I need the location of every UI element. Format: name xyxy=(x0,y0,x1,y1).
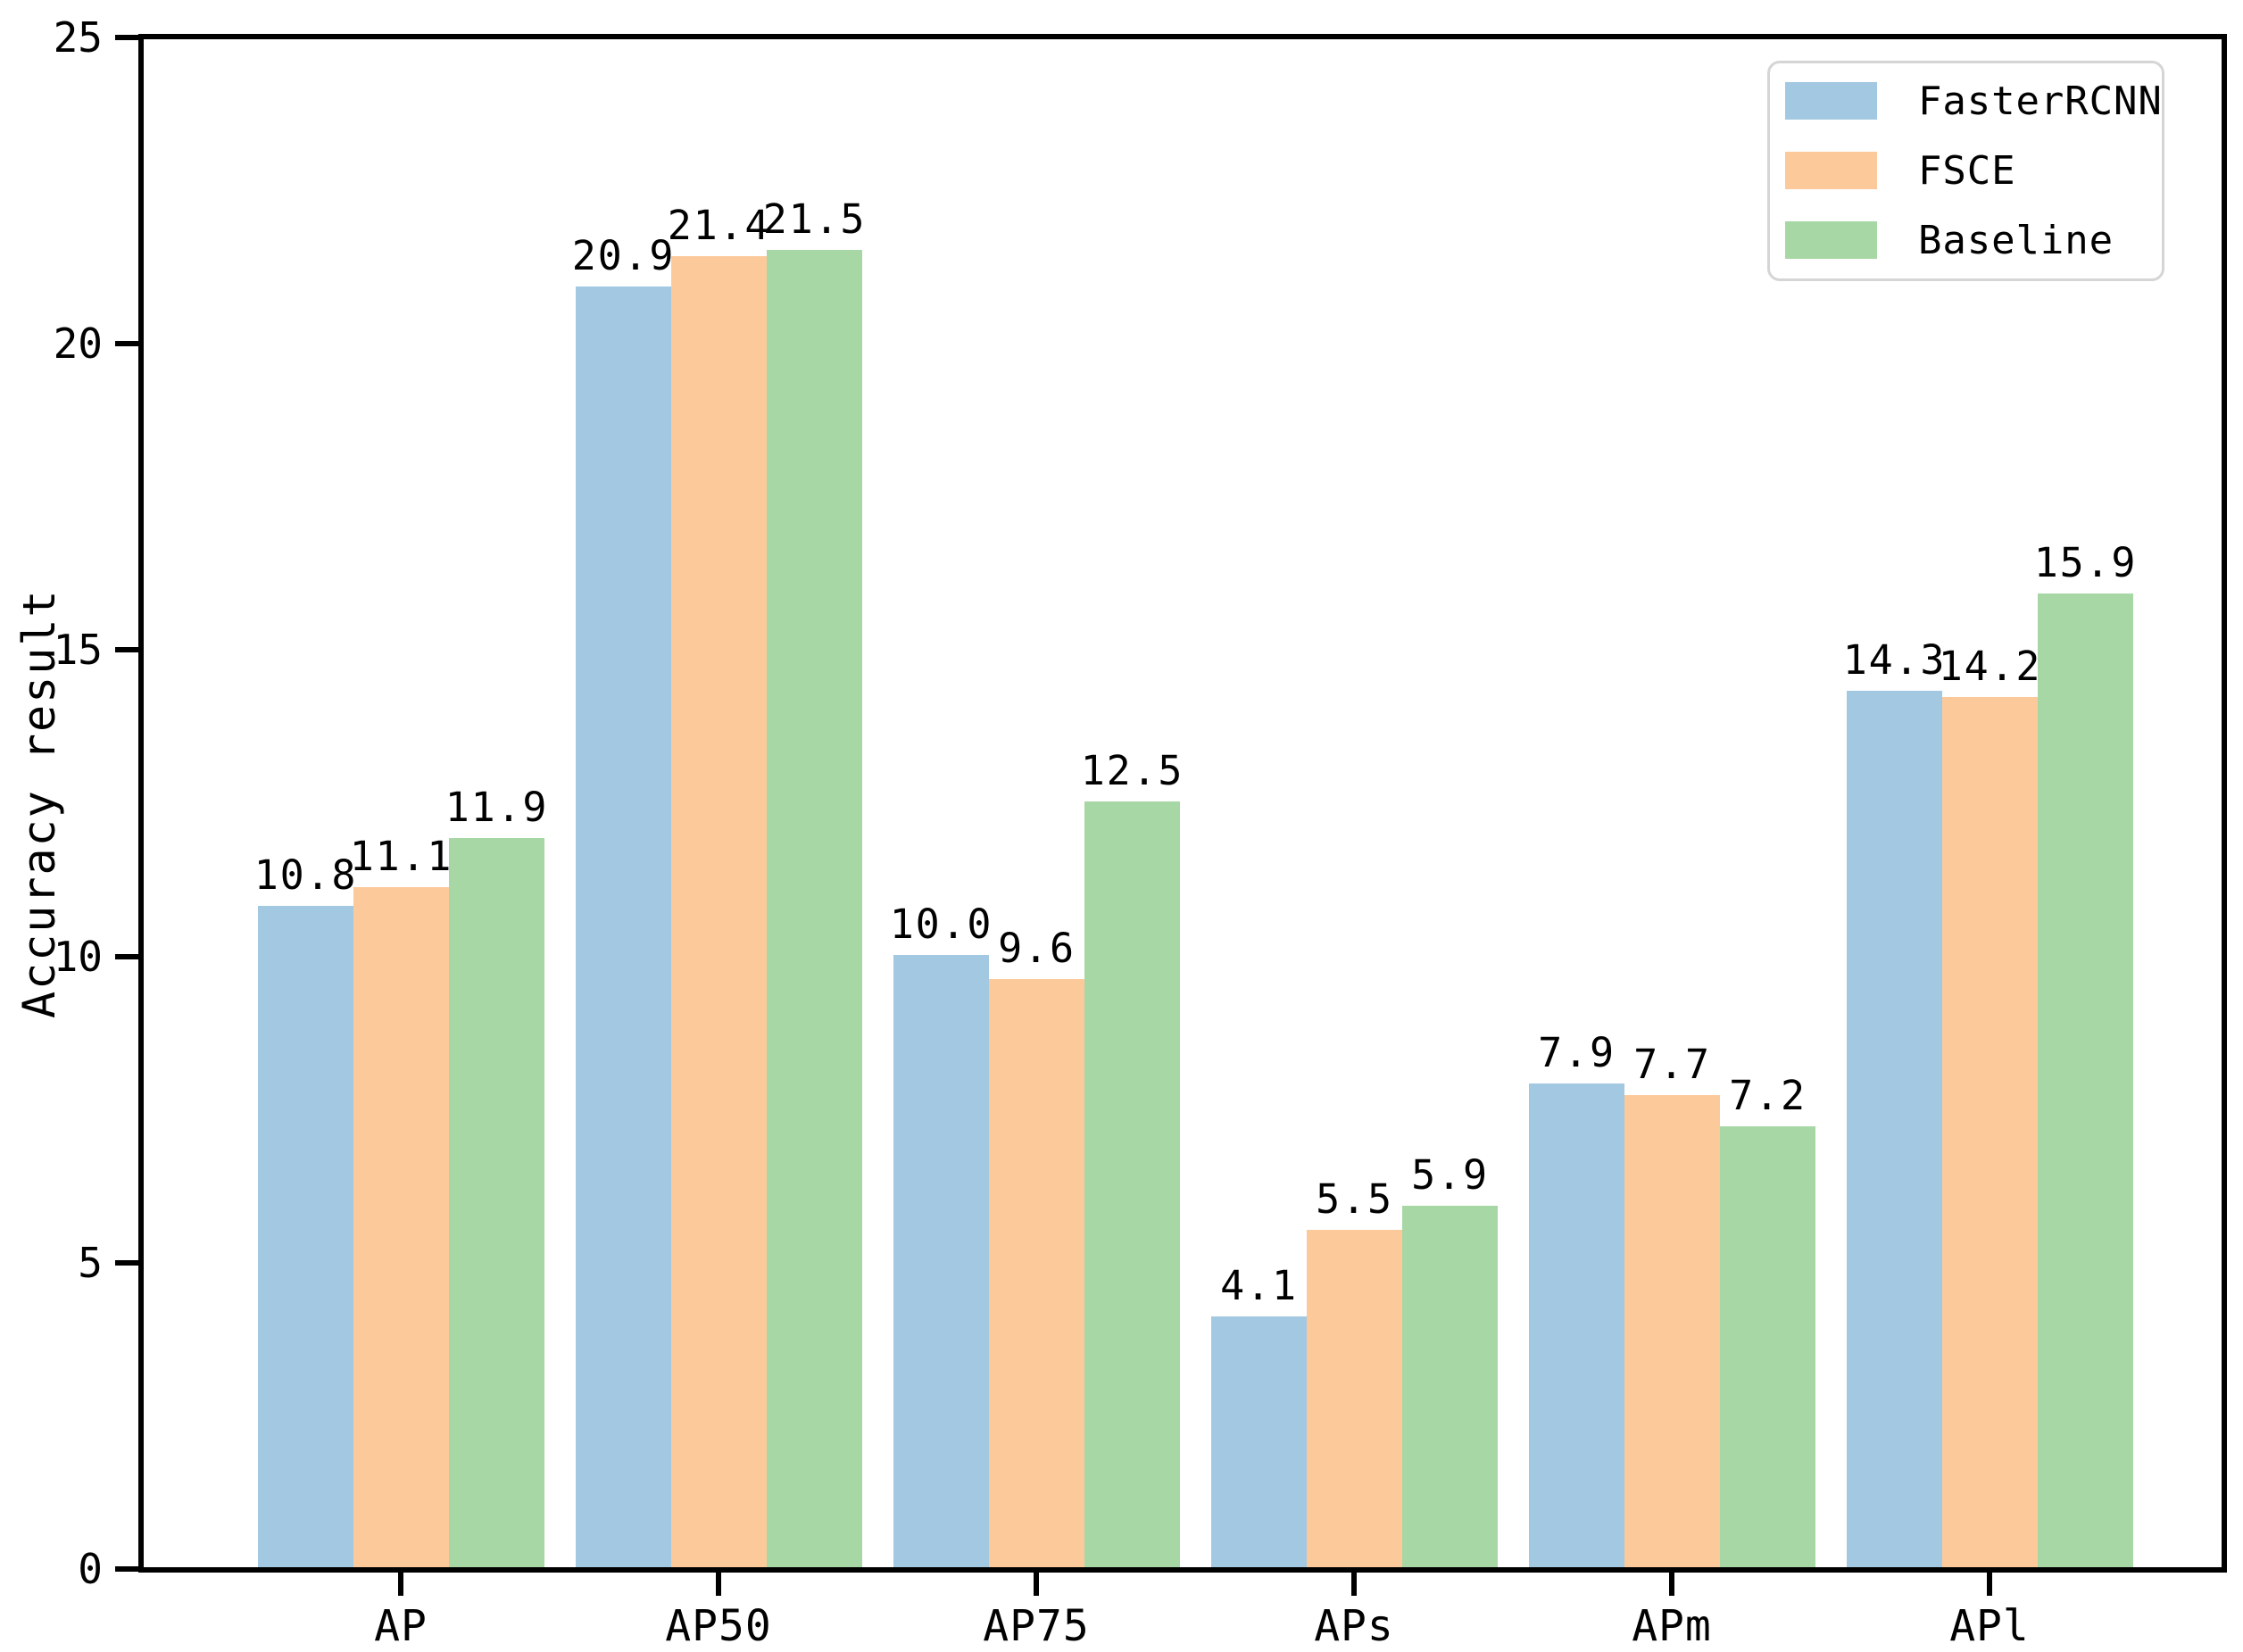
y-tick-mark-15 xyxy=(115,647,138,653)
bar-Baseline-APm xyxy=(1720,1126,1815,1567)
bar-value-label-FSCE-AP: 11.1 xyxy=(349,833,453,880)
x-tick-label-APm: APm xyxy=(1632,1601,1712,1651)
top-spine xyxy=(138,34,2227,39)
y-tick-label-10: 10 xyxy=(53,932,103,981)
legend-item-FSCE: FSCE xyxy=(1785,148,2162,194)
bar-value-label-FasterRCNN-AP50: 20.9 xyxy=(571,232,676,279)
bar-FSCE-APl xyxy=(1942,697,2038,1567)
bar-FSCE-APs xyxy=(1307,1230,1402,1567)
legend-item-Baseline: Baseline xyxy=(1785,218,2162,263)
x-tick-mark-AP xyxy=(398,1573,403,1596)
y-tick-label-5: 5 xyxy=(78,1238,103,1287)
bar-value-label-FSCE-AP75: 9.6 xyxy=(998,925,1076,972)
y-tick-mark-10 xyxy=(115,953,138,959)
bar-Baseline-APl xyxy=(2038,594,2133,1567)
bar-Baseline-APs xyxy=(1402,1206,1498,1567)
legend-label-FasterRCNN: FasterRCNN xyxy=(1918,78,2163,124)
bar-FSCE-APm xyxy=(1624,1095,1720,1567)
bar-value-label-FSCE-AP50: 21.4 xyxy=(667,202,771,249)
y-tick-label-15: 15 xyxy=(53,626,103,675)
bar-value-label-Baseline-AP75: 12.5 xyxy=(1080,747,1184,794)
bar-FasterRCNN-AP75 xyxy=(893,955,989,1567)
bar-value-label-FasterRCNN-AP: 10.8 xyxy=(253,851,358,899)
bar-FSCE-AP75 xyxy=(989,979,1084,1567)
x-tick-mark-APs xyxy=(1351,1573,1357,1596)
legend-swatch-FSCE xyxy=(1785,152,1877,189)
y-tick-label-0: 0 xyxy=(78,1545,103,1593)
bar-value-label-Baseline-APs: 5.9 xyxy=(1411,1151,1489,1199)
bar-value-label-FasterRCNN-AP75: 10.0 xyxy=(889,901,993,948)
bar-value-label-FasterRCNN-APs: 4.1 xyxy=(1220,1262,1298,1309)
bar-value-label-Baseline-AP: 11.9 xyxy=(444,784,549,831)
bar-value-label-Baseline-APl: 15.9 xyxy=(2033,539,2138,586)
bar-FasterRCNN-AP50 xyxy=(576,286,671,1567)
y-tick-mark-0 xyxy=(115,1566,138,1572)
x-tick-label-AP75: AP75 xyxy=(983,1601,1090,1651)
bar-FSCE-AP50 xyxy=(671,256,767,1567)
legend-label-FSCE: FSCE xyxy=(1918,147,2016,194)
y-axis-title: Accuracy result xyxy=(13,588,65,1018)
bar-FasterRCNN-APm xyxy=(1529,1083,1624,1567)
x-tick-label-AP: AP xyxy=(374,1601,428,1651)
bar-value-label-Baseline-AP50: 21.5 xyxy=(762,195,867,243)
x-tick-label-APs: APs xyxy=(1314,1601,1394,1651)
bar-FasterRCNN-APs xyxy=(1211,1316,1307,1567)
right-spine xyxy=(2222,34,2227,1573)
legend: FasterRCNN FSCE Baseline xyxy=(1767,61,2164,281)
y-tick-mark-5 xyxy=(115,1259,138,1266)
x-tick-label-AP50: AP50 xyxy=(665,1601,772,1651)
bar-Baseline-AP75 xyxy=(1084,801,1180,1567)
x-axis-spine xyxy=(138,1567,2227,1573)
y-axis-spine xyxy=(138,34,144,1573)
y-tick-mark-25 xyxy=(115,35,138,40)
plot-area: 10.8 11.1 11.9 20.9 21.4 21.5 10.0 9.6 12.5 4.1 5.… xyxy=(54,14,2227,1651)
bar-value-label-FSCE-APs: 5.5 xyxy=(1316,1175,1393,1223)
bar-value-label-FSCE-APl: 14.2 xyxy=(1938,643,2042,690)
x-tick-label-APl: APl xyxy=(1949,1601,2030,1651)
x-tick-mark-AP75 xyxy=(1034,1573,1039,1596)
bar-FSCE-AP xyxy=(353,887,449,1567)
bar-value-label-FSCE-APm: 7.7 xyxy=(1633,1041,1711,1088)
bar-FasterRCNN-APl xyxy=(1847,691,1942,1567)
bar-value-label-Baseline-APm: 7.2 xyxy=(1729,1072,1807,1119)
y-tick-mark-20 xyxy=(115,341,138,347)
legend-label-Baseline: Baseline xyxy=(1918,217,2114,263)
x-tick-mark-APl xyxy=(1987,1573,1992,1596)
y-tick-label-25: 25 xyxy=(53,13,103,62)
bar-value-label-FasterRCNN-APl: 14.3 xyxy=(1842,636,1947,684)
x-tick-mark-APm xyxy=(1669,1573,1674,1596)
x-tick-mark-AP50 xyxy=(716,1573,721,1596)
y-tick-label-20: 20 xyxy=(53,320,103,369)
legend-swatch-Baseline xyxy=(1785,221,1877,259)
legend-swatch-FasterRCNN xyxy=(1785,82,1877,120)
bar-FasterRCNN-AP xyxy=(258,906,353,1567)
bar-Baseline-AP50 xyxy=(767,250,862,1567)
bar-Baseline-AP xyxy=(449,838,544,1567)
legend-item-FasterRCNN: FasterRCNN xyxy=(1785,79,2162,124)
bar-value-label-FasterRCNN-APm: 7.9 xyxy=(1538,1029,1616,1076)
